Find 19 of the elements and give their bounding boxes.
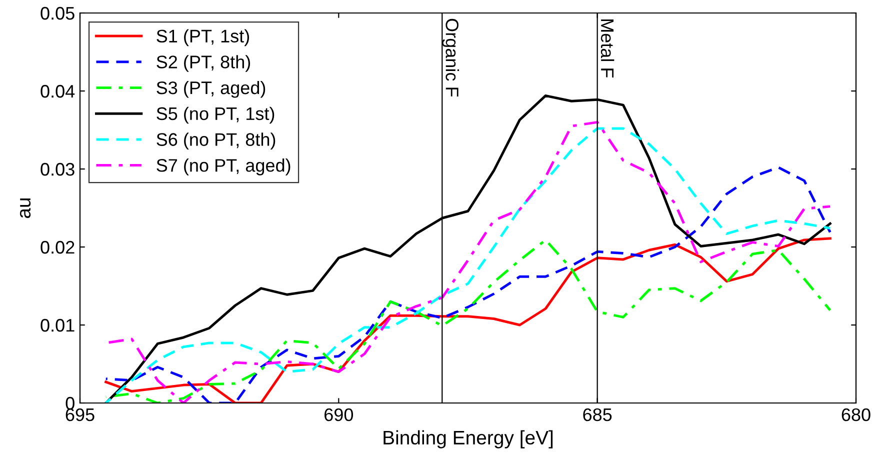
y-axis-title: au — [20, 198, 31, 218]
y-tick-label: 0.02 — [40, 240, 74, 254]
y-tick-label: 0.04 — [40, 84, 75, 98]
y-tick-label: 0.03 — [40, 162, 74, 176]
x-axis-title: Binding Energy [eV] — [384, 430, 553, 448]
legend-label: S5 (no PT, 1st) — [156, 106, 274, 124]
x-tick-label: 695 — [66, 408, 94, 422]
x-tick-label: 690 — [324, 408, 354, 422]
ref-line-label: Organic F — [442, 18, 459, 97]
y-tick-label: 0.05 — [40, 6, 74, 20]
legend-label: S1 (PT, 1st) — [156, 29, 250, 46]
x-tick-label: 680 — [842, 408, 870, 422]
legend-label: S2 (PT, 8th) — [156, 55, 250, 72]
legend-label: S7 (no PT, aged) — [156, 158, 290, 176]
x-tick-label: 685 — [583, 408, 612, 422]
legend-label: S3 (PT, aged) — [156, 80, 266, 98]
y-tick-label: 0.01 — [40, 318, 74, 332]
ref-line-label: Metal F — [600, 20, 614, 78]
legend-label: S6 (no PT, 8th) — [156, 132, 276, 150]
